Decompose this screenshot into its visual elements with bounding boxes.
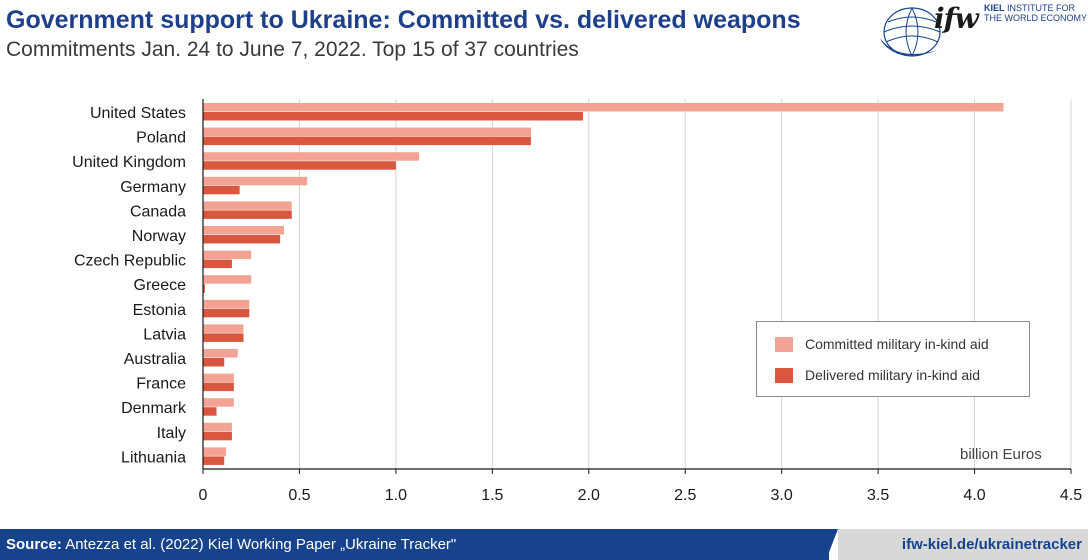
bar-committed [203, 250, 252, 260]
legend-label-committed: Committed military in-kind aid [805, 336, 989, 352]
category-label: France [136, 376, 186, 393]
chart-title: Government support to Ukraine: Committed… [6, 6, 801, 34]
bar-delivered [203, 235, 281, 244]
category-label: Norway [132, 228, 186, 245]
category-label: Czech Republic [74, 253, 186, 270]
x-tick-label: 2.0 [578, 487, 600, 504]
bar-committed [203, 447, 227, 456]
bar-delivered [203, 161, 396, 170]
bar-committed [203, 226, 285, 235]
x-tick-label: 2.5 [674, 487, 696, 504]
x-tick-label: 1.0 [385, 487, 407, 504]
bar-delivered [203, 407, 217, 416]
unit-label: billion Euros [960, 446, 1042, 463]
bar-committed [203, 398, 234, 407]
bar-committed [203, 176, 308, 186]
source-text: Antezza et al. (2022) Kiel Working Paper… [61, 536, 457, 553]
category-label: Italy [157, 425, 186, 442]
bar-delivered [203, 259, 232, 269]
category-label: Denmark [121, 400, 187, 417]
legend: Committed military in-kind aid Delivered… [756, 321, 1030, 397]
x-tick-label: 0.5 [288, 487, 310, 504]
category-label: Canada [130, 203, 186, 220]
x-tick-label: 3.5 [867, 487, 889, 504]
source-note: Source: Antezza et al. (2022) Kiel Worki… [0, 529, 829, 560]
bar-delivered [203, 456, 225, 465]
legend-label-delivered: Delivered military in-kind aid [805, 367, 981, 383]
bar-committed [203, 127, 531, 137]
bar-delivered [203, 333, 244, 342]
bar-delivered [203, 210, 292, 219]
category-label: Latvia [143, 326, 186, 343]
bar-committed [203, 422, 232, 432]
footer-divider [826, 529, 838, 560]
bar-delivered [203, 112, 583, 121]
bar-delivered [203, 284, 205, 293]
bar-chart: United States Poland United Kingdom Germany… [72, 99, 1082, 504]
x-tick-label: 4.5 [1060, 487, 1082, 504]
category-label: United Kingdom [72, 154, 186, 171]
bar-delivered [203, 136, 531, 146]
legend-item-committed: Committed military in-kind aid [775, 334, 989, 354]
bar-committed [203, 373, 234, 383]
logo-institute-name: KIEL INSTITUTE FOR THE WORLD ECONOMY [984, 3, 1088, 23]
x-tick-label: 3.0 [771, 487, 793, 504]
bar-delivered [203, 308, 250, 318]
bar-committed [203, 299, 250, 309]
category-label: Poland [136, 130, 186, 147]
bar-committed [203, 275, 252, 284]
category-label: Greece [134, 277, 187, 294]
category-label: Estonia [133, 302, 186, 319]
bar-committed [203, 103, 1004, 112]
category-label: Lithuania [121, 449, 186, 466]
ifw-logo: ifw KIEL INSTITUTE FOR THE WORLD ECONOMY [878, 0, 1088, 62]
legend-swatch-committed [775, 336, 793, 352]
source-label: Source: [6, 536, 62, 553]
footer: Source: Antezza et al. (2022) Kiel Worki… [0, 529, 1088, 560]
x-tick-label: 1.5 [481, 487, 503, 504]
category-label: Germany [120, 179, 186, 196]
x-tick-label: 0 [199, 487, 208, 504]
bar-committed [203, 152, 420, 161]
legend-swatch-delivered [775, 367, 793, 383]
legend-item-delivered: Delivered military in-kind aid [775, 365, 980, 385]
globe-icon [880, 7, 941, 57]
bar-delivered [203, 358, 225, 367]
tracker-link[interactable]: ifw-kiel.de/ukrainetracker [838, 529, 1088, 560]
category-label: Australia [124, 351, 186, 368]
category-label: United States [90, 105, 186, 122]
logo-mark: ifw [934, 2, 979, 35]
bar-delivered [203, 382, 234, 392]
x-tick-label: 4.0 [963, 487, 985, 504]
bar-delivered [203, 185, 240, 195]
chart-subtitle: Commitments Jan. 24 to June 7, 2022. Top… [6, 38, 579, 61]
bar-delivered [203, 431, 232, 441]
bar-committed [203, 324, 244, 333]
bar-committed [203, 349, 238, 358]
bar-committed [203, 201, 292, 210]
